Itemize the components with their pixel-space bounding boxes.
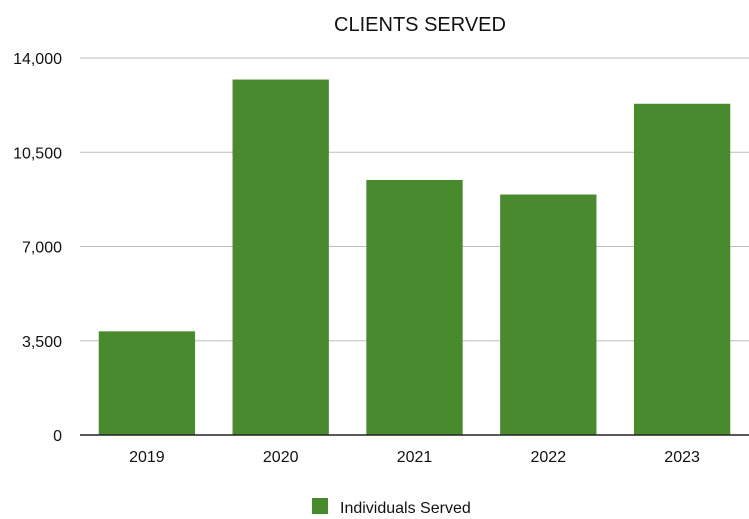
bar-2023 <box>633 103 731 436</box>
y-tick-label: 3,500 <box>22 334 62 351</box>
legend-label: Individuals Served <box>340 500 471 517</box>
y-tick-label: 7,000 <box>22 240 62 257</box>
x-tick-label: 2019 <box>129 449 165 466</box>
bar-2022 <box>500 194 597 435</box>
x-axis-ticks: 2019 2020 2021 2022 2023 <box>129 449 700 466</box>
bar-2019 <box>98 331 196 435</box>
bar-2020 <box>232 79 329 436</box>
legend: Individuals Served <box>312 498 471 517</box>
bars <box>98 79 731 436</box>
y-tick-label: 10,500 <box>13 145 62 162</box>
y-tick-label: 14,000 <box>13 51 62 68</box>
bar-2021 <box>366 179 463 435</box>
y-axis-ticks: 0 3,500 7,000 10,500 14,000 <box>13 51 62 445</box>
legend-swatch <box>312 498 328 514</box>
chart-title: CLIENTS SERVED <box>334 14 506 36</box>
x-tick-label: 2022 <box>531 449 567 466</box>
x-tick-label: 2021 <box>397 449 433 466</box>
y-tick-label: 0 <box>53 428 62 445</box>
x-tick-label: 2020 <box>263 449 299 466</box>
x-tick-label: 2023 <box>664 449 700 466</box>
